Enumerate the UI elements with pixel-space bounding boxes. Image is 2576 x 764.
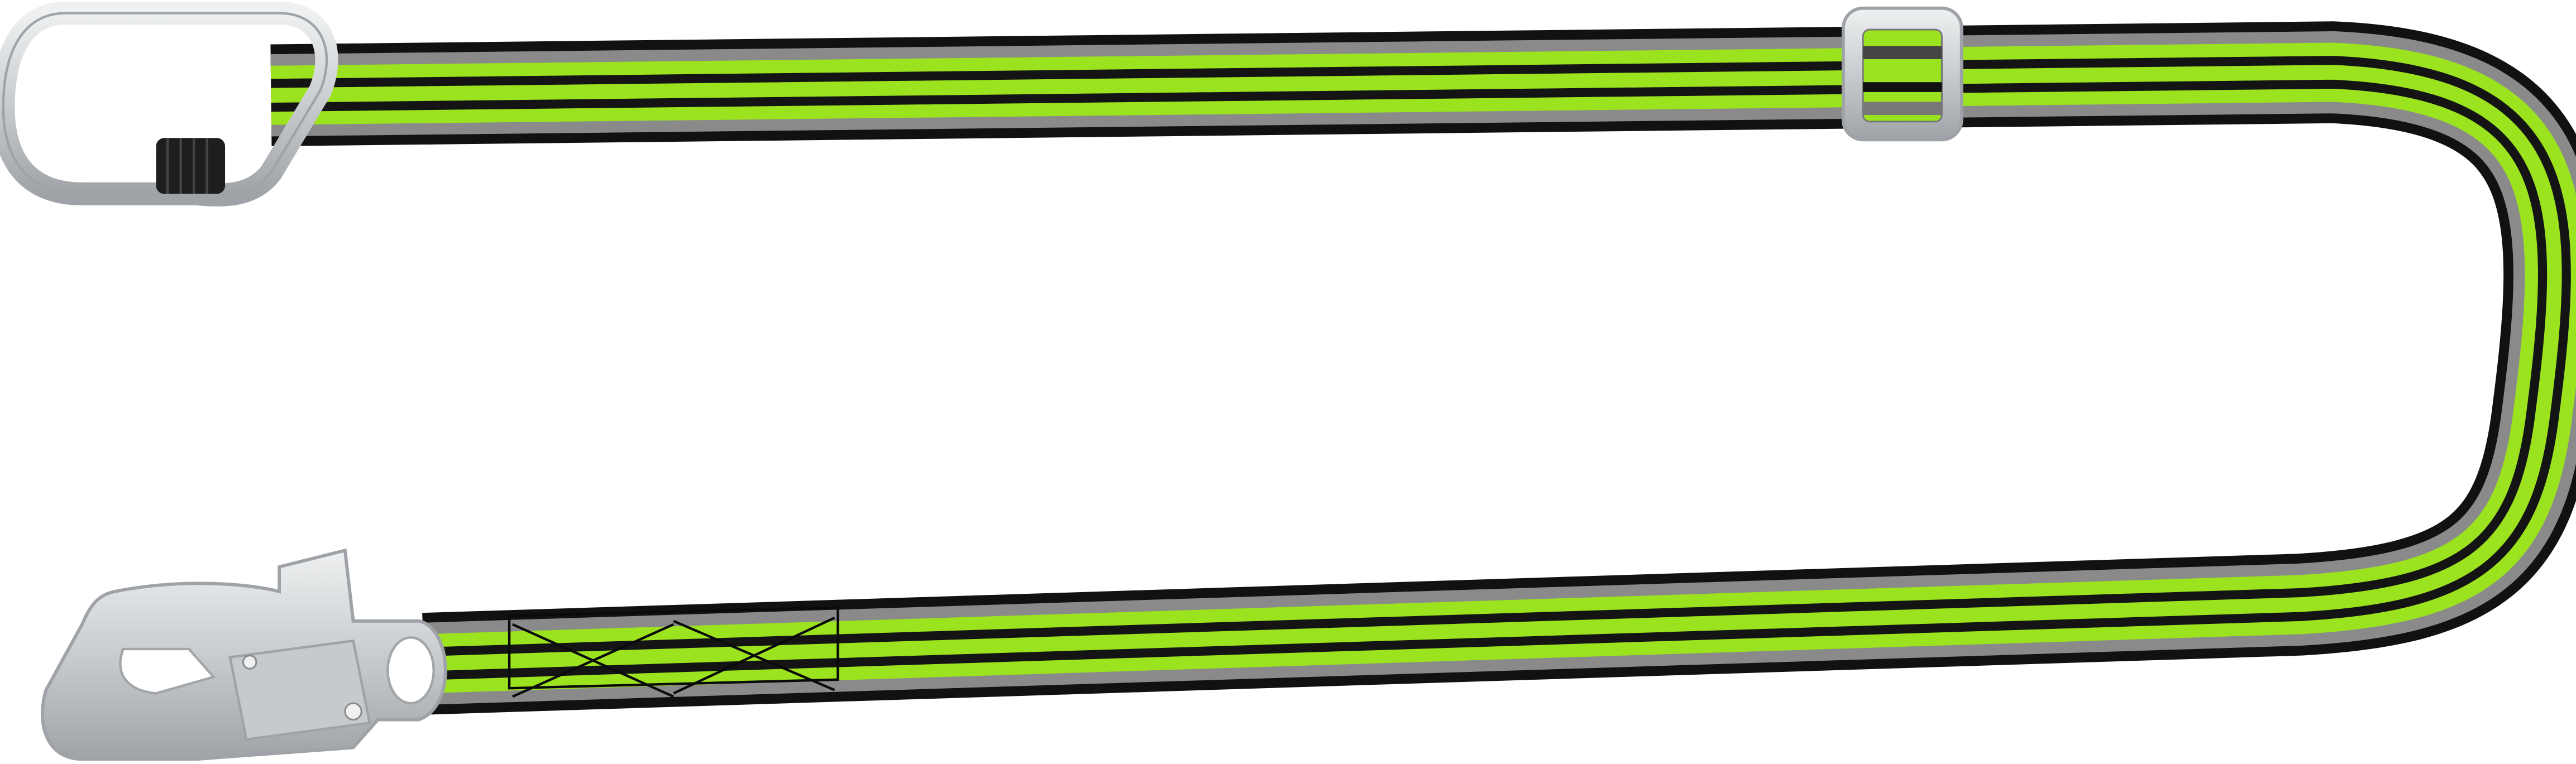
carabiner-icon	[0, 1, 338, 206]
adjuster-buckle-icon	[1841, 6, 1963, 142]
snap-hook-icon	[41, 548, 447, 761]
stitching-loop	[508, 606, 839, 698]
webbing-strap	[270, 21, 2576, 715]
